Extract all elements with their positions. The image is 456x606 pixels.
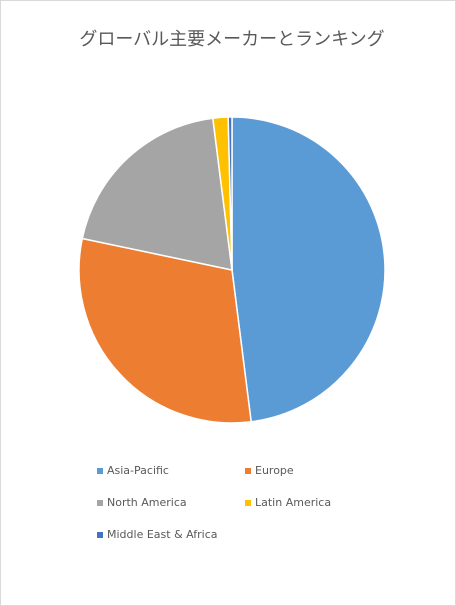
legend-marker (245, 500, 251, 506)
legend-label: Europe (255, 464, 294, 477)
legend-marker (245, 468, 251, 474)
pie-slice (231, 116, 386, 423)
legend-marker (97, 532, 103, 538)
legend-marker (97, 468, 103, 474)
legend-label: Latin America (255, 496, 331, 509)
chart-title: グローバル主要メーカーとランキング (79, 29, 384, 50)
legend-label: Middle East & Africa (107, 528, 218, 541)
legend-label: North America (107, 496, 187, 509)
legend-label: Asia-Pacific (107, 464, 169, 477)
pie-slice (227, 116, 233, 271)
pie-slice (81, 117, 233, 271)
pie-slice (78, 237, 253, 424)
legend-marker (97, 500, 103, 506)
